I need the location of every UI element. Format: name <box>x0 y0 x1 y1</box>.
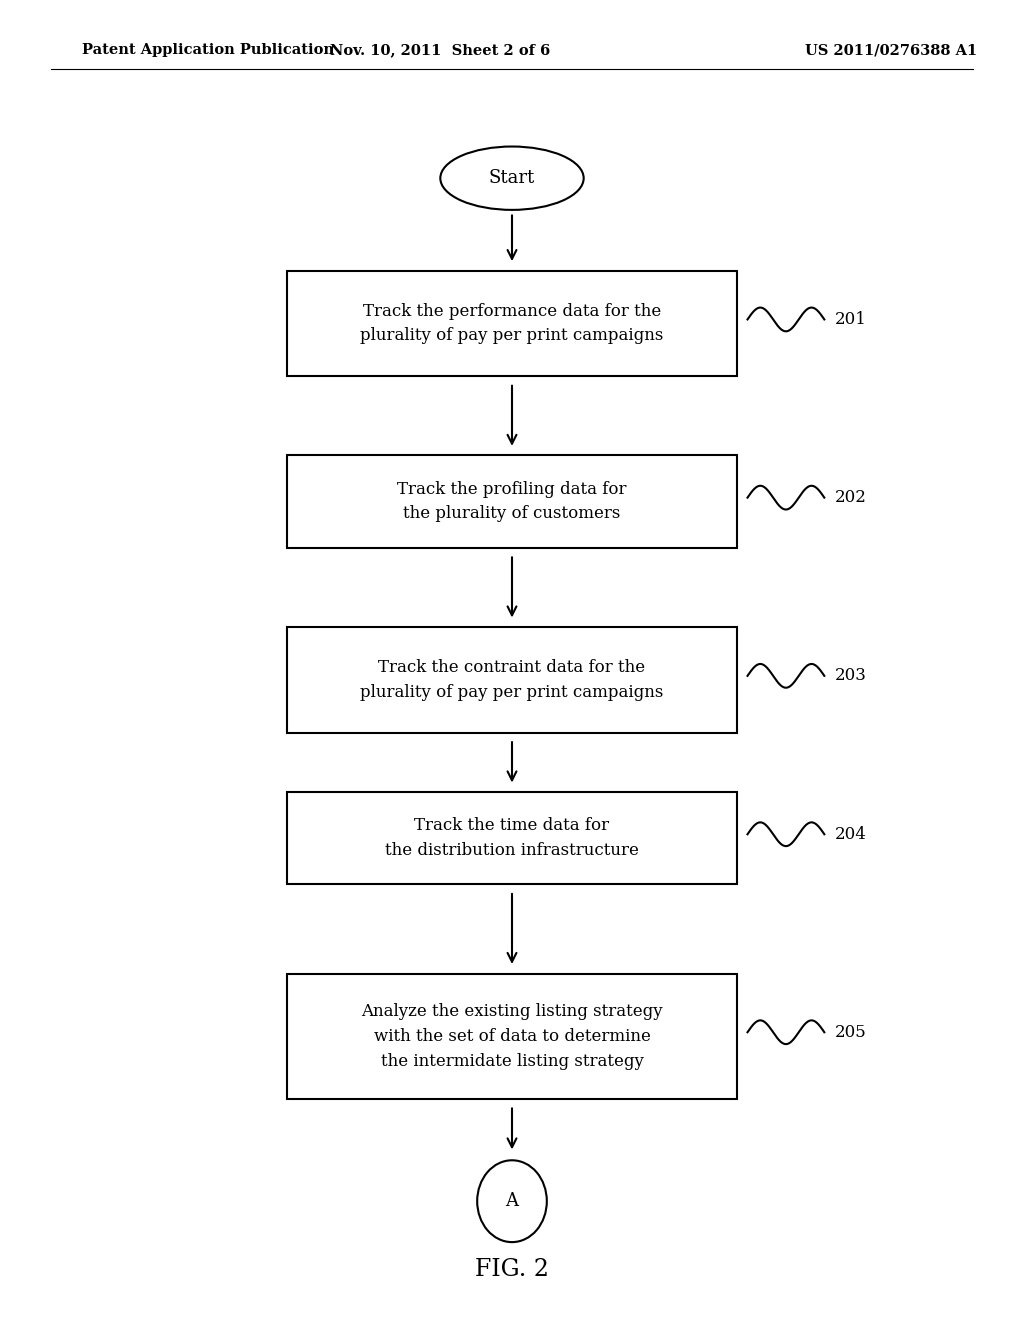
Text: Start: Start <box>488 169 536 187</box>
FancyBboxPatch shape <box>287 792 737 884</box>
Text: US 2011/0276388 A1: US 2011/0276388 A1 <box>805 44 977 57</box>
FancyBboxPatch shape <box>287 627 737 733</box>
Text: 205: 205 <box>835 1024 866 1040</box>
FancyBboxPatch shape <box>287 974 737 1098</box>
Text: 204: 204 <box>835 826 866 842</box>
Text: Track the performance data for the
plurality of pay per print campaigns: Track the performance data for the plura… <box>360 302 664 345</box>
Text: FIG. 2: FIG. 2 <box>475 1258 549 1282</box>
FancyBboxPatch shape <box>287 455 737 548</box>
Ellipse shape <box>477 1160 547 1242</box>
Text: Track the profiling data for
the plurality of customers: Track the profiling data for the plurali… <box>397 480 627 523</box>
FancyBboxPatch shape <box>287 271 737 376</box>
Text: Patent Application Publication: Patent Application Publication <box>82 44 334 57</box>
Text: 203: 203 <box>835 668 866 684</box>
Text: 201: 201 <box>835 312 866 327</box>
Text: 202: 202 <box>835 490 866 506</box>
Text: A: A <box>506 1192 518 1210</box>
Text: Track the contraint data for the
plurality of pay per print campaigns: Track the contraint data for the plurali… <box>360 659 664 701</box>
Text: Nov. 10, 2011  Sheet 2 of 6: Nov. 10, 2011 Sheet 2 of 6 <box>330 44 551 57</box>
Ellipse shape <box>440 147 584 210</box>
Text: Track the time data for
the distribution infrastructure: Track the time data for the distribution… <box>385 817 639 859</box>
Text: Analyze the existing listing strategy
with the set of data to determine
the inte: Analyze the existing listing strategy wi… <box>361 1003 663 1069</box>
